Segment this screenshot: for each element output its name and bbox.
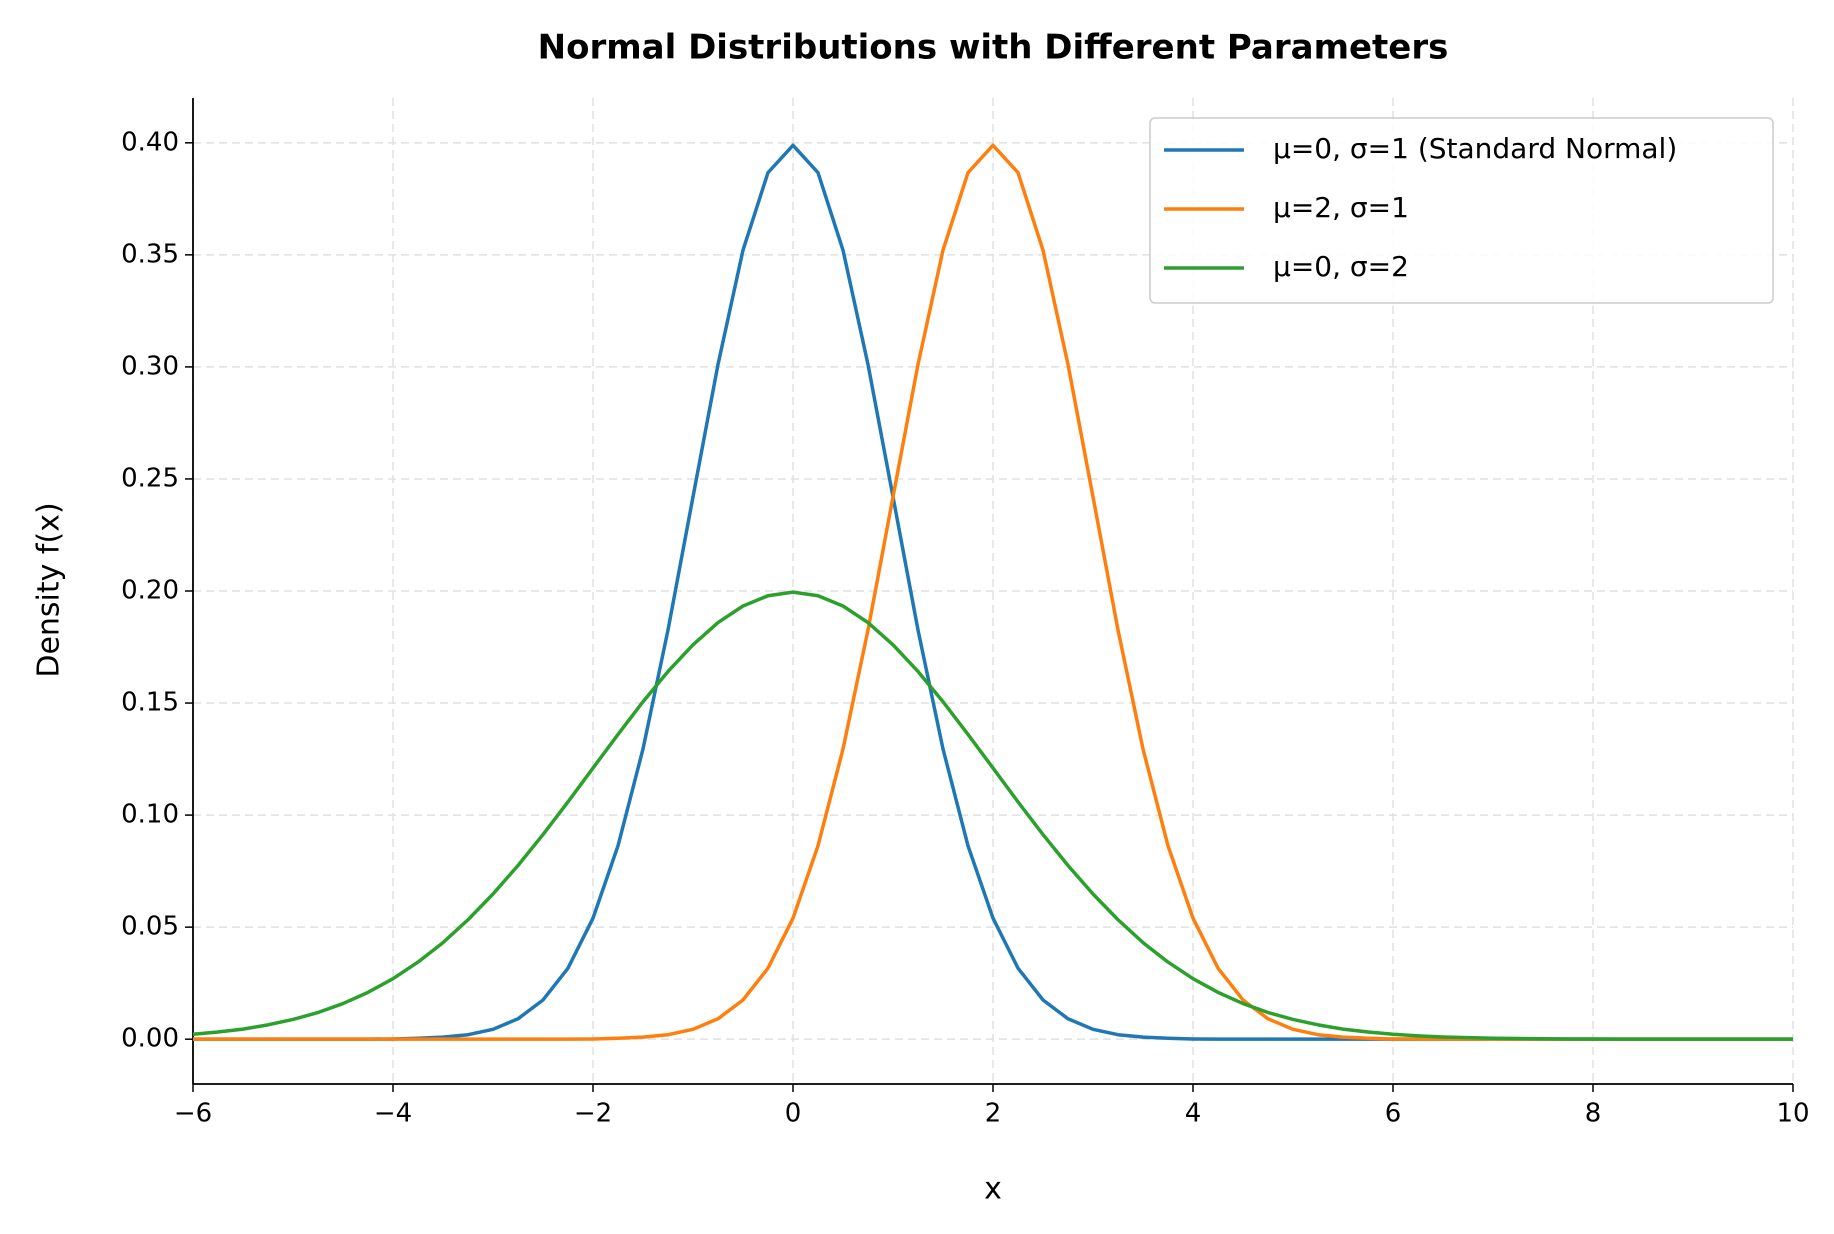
y-tick-label: 0.05 (121, 912, 179, 942)
y-tick-label: 0.00 (121, 1024, 179, 1054)
y-tick-label: 0.35 (121, 239, 179, 269)
x-tick-label: −2 (574, 1099, 612, 1129)
y-tick-label: 0.10 (121, 800, 179, 830)
y-tick-label: 0.30 (121, 351, 179, 381)
x-tick-label: 6 (1385, 1099, 1402, 1129)
legend-box (1149, 117, 1774, 304)
x-tick-label: 0 (785, 1099, 802, 1129)
y-tick-label: 0.40 (121, 127, 179, 157)
chart-title: Normal Distributions with Different Para… (538, 28, 1449, 68)
y-tick-label: 0.15 (121, 688, 179, 718)
x-axis-label: x (984, 1172, 1002, 1207)
legend-label: μ=0, σ=2 (1273, 250, 1409, 283)
x-tick-label: 2 (985, 1099, 1002, 1129)
x-tick-label: 4 (1185, 1099, 1202, 1129)
x-tick-label: 10 (1776, 1099, 1809, 1129)
x-tick-label: −6 (174, 1099, 212, 1129)
series-line (192, 590, 1793, 1041)
legend: μ=0, σ=1 (Standard Normal) μ=2, σ=1 μ=0, σ… (1149, 117, 1774, 304)
legend-label: μ=0, σ=1 (Standard Normal) (1273, 132, 1677, 165)
y-tick-label: 0.20 (121, 576, 179, 606)
x-tick-label: −4 (374, 1099, 412, 1129)
legend-label: μ=2, σ=1 (1273, 191, 1409, 224)
y-axis-label: Density f(x) (32, 502, 67, 677)
x-tick-label: 8 (1585, 1099, 1602, 1129)
y-tick-label: 0.25 (121, 463, 179, 493)
